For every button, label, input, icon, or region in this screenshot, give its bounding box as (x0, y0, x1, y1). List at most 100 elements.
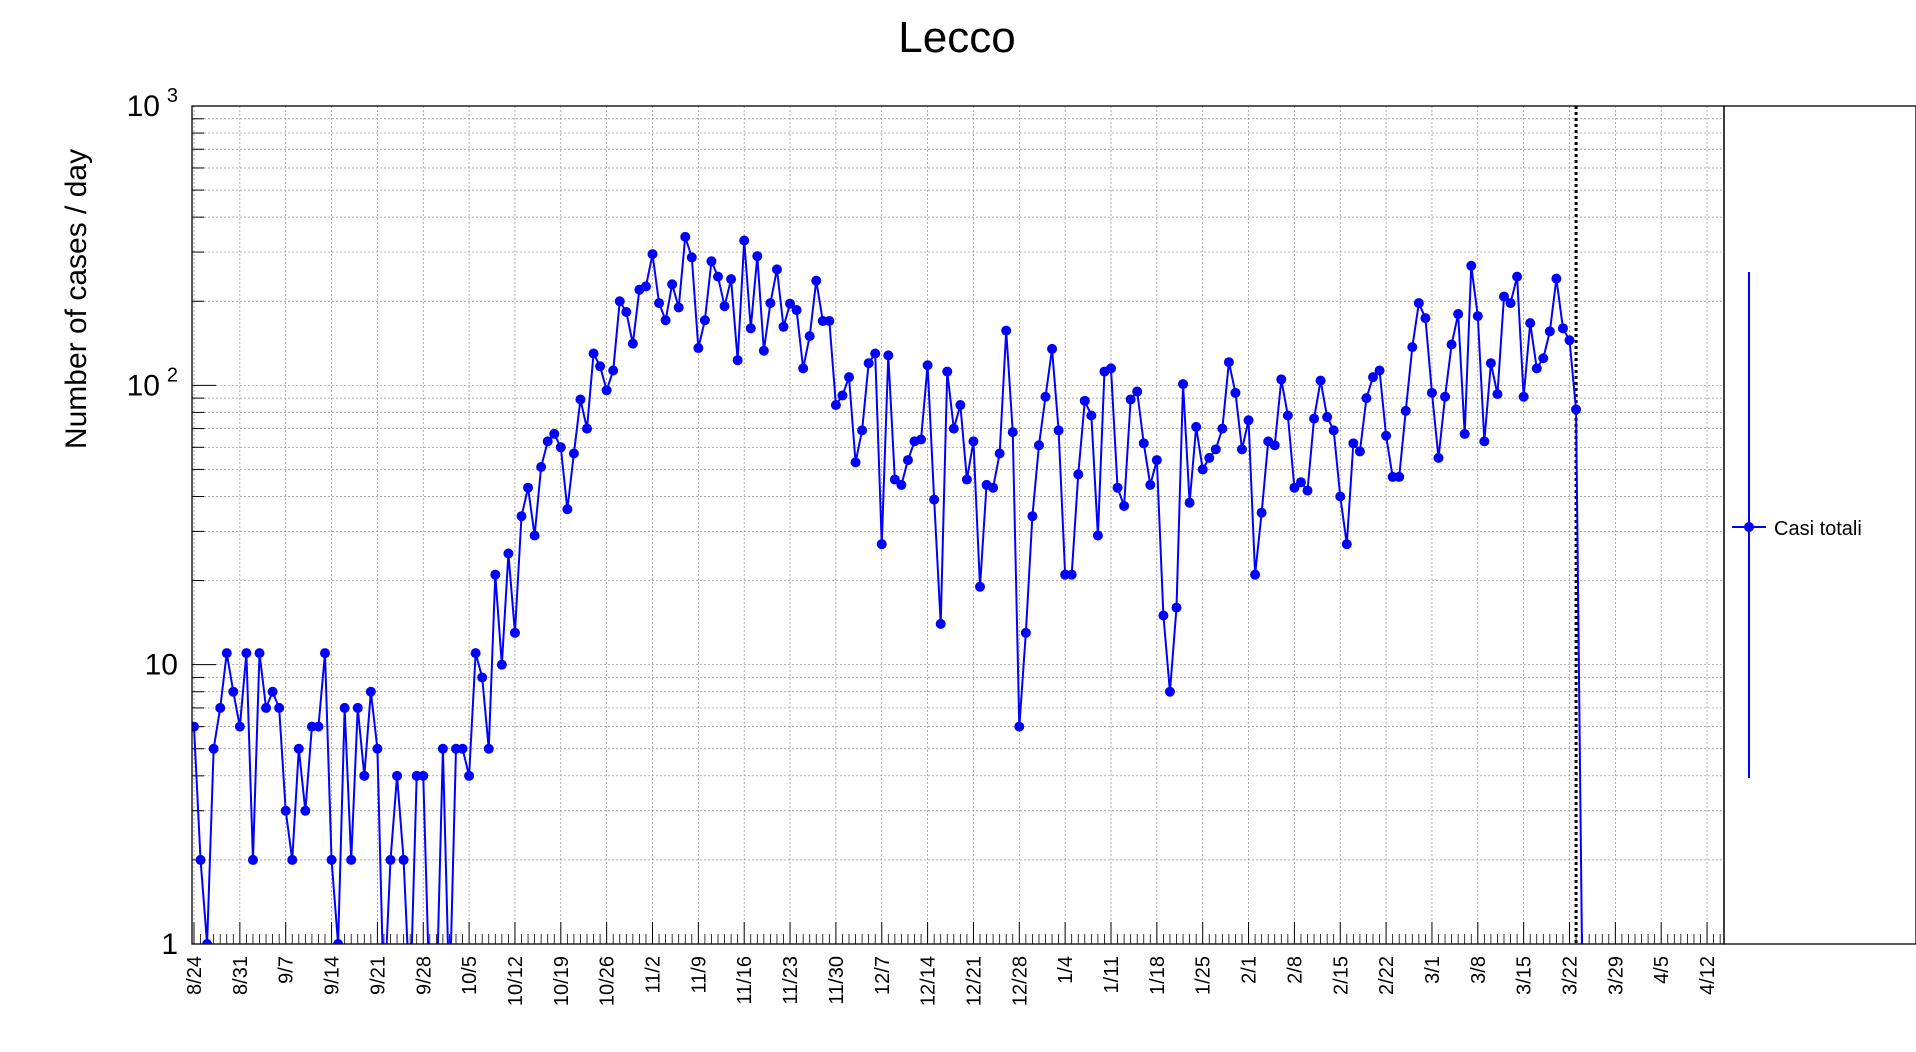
data-point (241, 648, 252, 659)
data-point (1479, 436, 1490, 447)
data-point (1007, 427, 1018, 438)
x-tick-label: 1/25 (1193, 956, 1215, 995)
x-tick-label: 9/28 (413, 956, 435, 995)
data-point (549, 428, 560, 439)
y-tick-label: 10 (145, 649, 178, 682)
data-point (261, 702, 272, 713)
x-tick-label: 12/21 (963, 956, 985, 1006)
data-point (1106, 363, 1116, 374)
data-point (1341, 539, 1352, 550)
data-point (320, 648, 330, 659)
data-point (588, 348, 599, 359)
y-tick-label: 10 (127, 369, 160, 402)
data-point (1505, 298, 1516, 309)
data-point (267, 686, 278, 697)
x-tick-label: 11/30 (826, 956, 848, 1005)
x-tick-label: 10/12 (505, 956, 527, 1006)
data-point (1407, 342, 1418, 353)
data-point (509, 627, 520, 638)
data-point (961, 474, 972, 485)
data-point (457, 743, 468, 754)
x-tick-label: 3/22 (1560, 956, 1582, 995)
data-point (1368, 372, 1378, 383)
data-point (673, 302, 684, 313)
data-point (1020, 627, 1031, 638)
data-point (811, 275, 822, 286)
data-point (542, 436, 553, 447)
data-point (1302, 485, 1313, 496)
data-point (1171, 602, 1182, 613)
data-point (1557, 323, 1568, 334)
data-point (804, 331, 815, 342)
x-tick-label: 1/4 (1055, 956, 1077, 984)
data-point (791, 305, 802, 316)
data-point (228, 686, 239, 697)
data-point (582, 423, 592, 434)
legend-marker (1744, 522, 1754, 532)
legend-box (1723, 105, 1916, 945)
y-tick-exponent: 3 (167, 85, 178, 107)
data-point (1086, 410, 1097, 421)
data-point (274, 702, 285, 713)
data-point (1426, 387, 1437, 398)
data-point (1040, 391, 1051, 402)
data-point (352, 702, 363, 713)
data-point (1335, 491, 1346, 502)
data-point (739, 235, 750, 246)
y-tick-label: 1 (161, 928, 178, 961)
x-tick-label: 12/28 (1009, 956, 1031, 1006)
data-point (706, 256, 717, 267)
data-point (1184, 497, 1195, 508)
data-point (195, 854, 206, 865)
data-point (254, 648, 265, 659)
data-point (654, 298, 665, 309)
data-point (745, 323, 756, 334)
data-point (824, 315, 835, 326)
data-point (850, 457, 861, 468)
y-axis: 1 10 10 2 10 3 (127, 85, 216, 961)
data-point (1191, 421, 1202, 432)
data-point (1138, 438, 1149, 449)
data-point (1066, 569, 1077, 580)
data-point (234, 721, 245, 732)
data-point (726, 274, 737, 285)
data-point (1276, 374, 1287, 385)
data-point (1525, 318, 1536, 329)
data-point (392, 770, 403, 781)
legend: Casi totali (1723, 105, 1916, 945)
data-point (1472, 311, 1483, 322)
data-point (1178, 379, 1189, 390)
y-tick-exponent: 2 (167, 364, 178, 386)
x-tick-label: 3/15 (1514, 956, 1536, 995)
data-point (1289, 482, 1300, 493)
data-point (771, 264, 782, 275)
data-point (1158, 610, 1169, 621)
data-point (1217, 423, 1228, 434)
data-point (1204, 452, 1215, 463)
x-tick-label: 9/21 (367, 956, 389, 995)
data-point (1132, 386, 1143, 397)
data-point (221, 648, 232, 659)
data-point (1492, 389, 1503, 400)
data-point (1499, 291, 1509, 302)
data-point (1269, 440, 1280, 451)
data-point (1459, 428, 1470, 439)
data-point (1243, 415, 1254, 426)
data-point (437, 743, 448, 754)
x-tick-label: 4/12 (1697, 956, 1719, 995)
data-point (1440, 391, 1451, 402)
x-tick-label: 11/23 (780, 956, 802, 1005)
data-point (1328, 425, 1339, 436)
data-point (975, 581, 985, 592)
data-point (1413, 298, 1424, 309)
data-point (798, 363, 809, 374)
data-point (1256, 507, 1267, 518)
data-point (287, 854, 298, 865)
data-point (660, 315, 671, 326)
data-point (935, 618, 946, 629)
data-point (1531, 363, 1542, 374)
data-point (1079, 395, 1090, 406)
data-point (1027, 511, 1038, 522)
legend-label: Casi totali (1774, 518, 1862, 540)
